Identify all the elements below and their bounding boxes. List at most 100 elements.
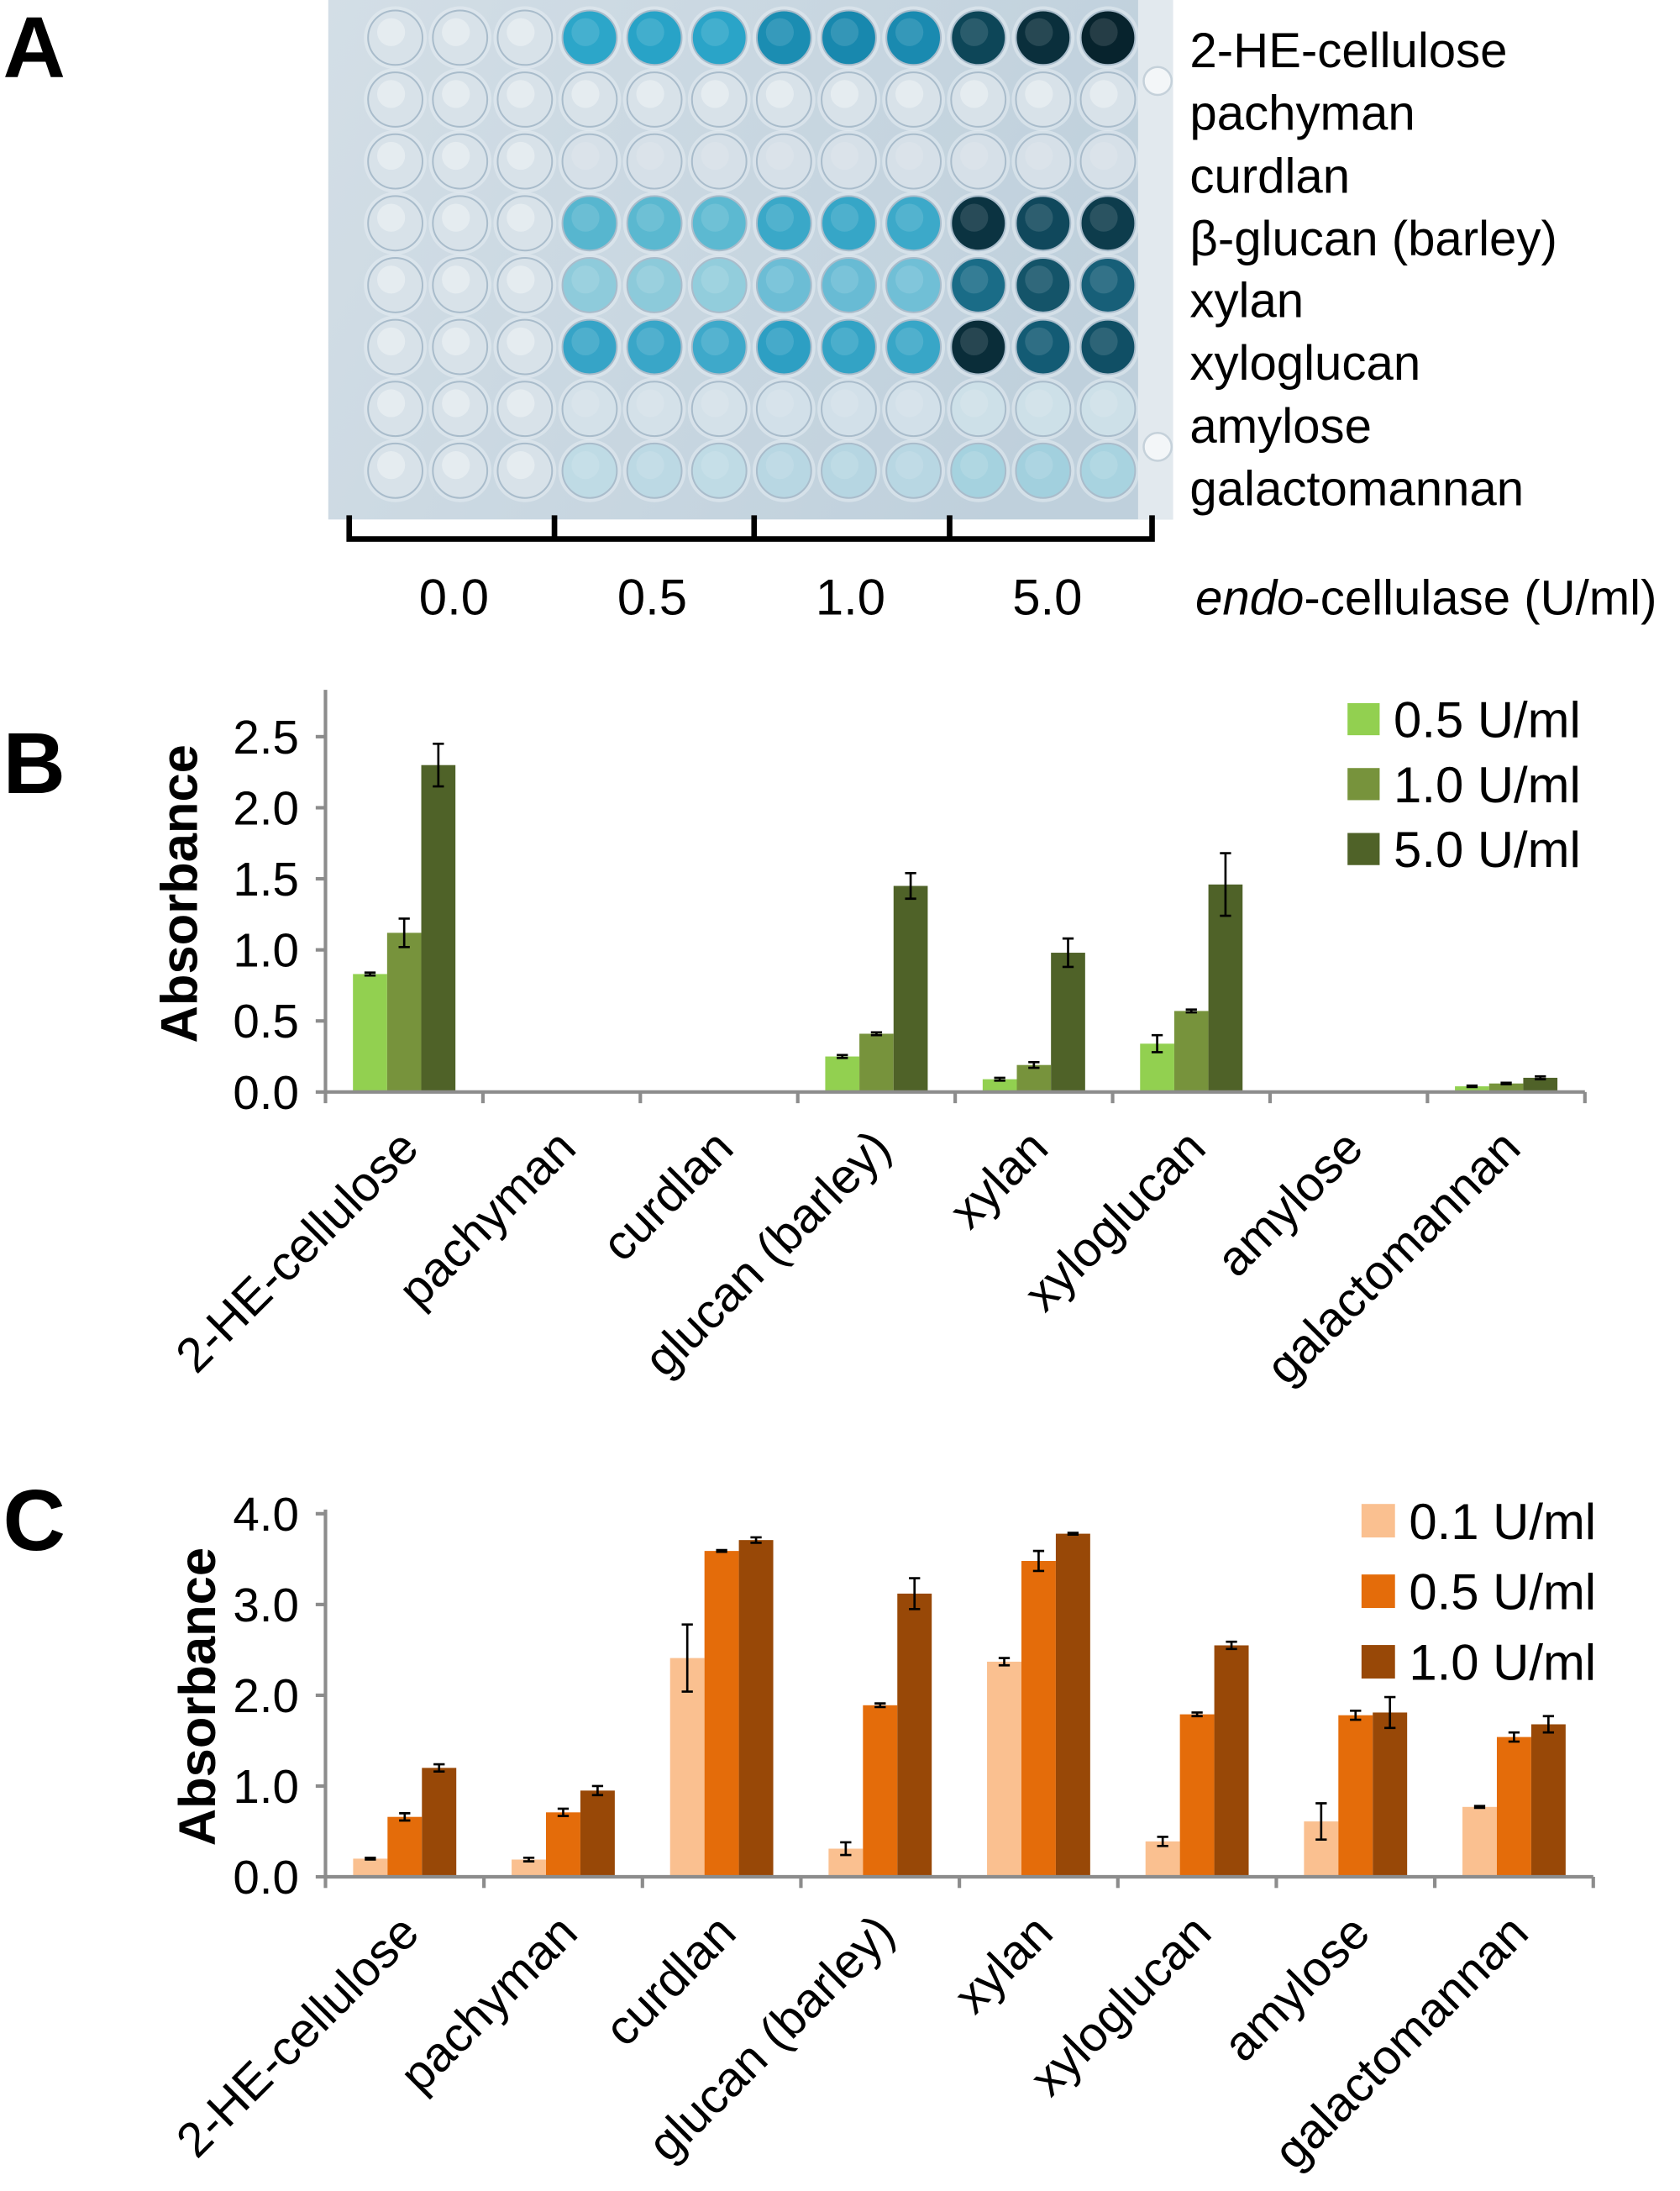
well-highlight-H5 <box>636 451 664 480</box>
bar-xylan-0-5-u-ml <box>1021 1561 1056 1878</box>
plate-notch-top <box>1142 66 1173 97</box>
y-tick-label: 2.0 <box>233 781 299 834</box>
well-highlight-C4 <box>571 141 600 171</box>
y-tick-label: 0.0 <box>233 1066 299 1119</box>
error-bar-xylan-1-0-u-ml <box>1067 1532 1079 1537</box>
well-highlight-D2 <box>442 203 470 232</box>
well-highlight-D3 <box>507 203 535 232</box>
well-G1 <box>367 381 423 438</box>
error-bar-2-he-cellulose-1-0-u-ml <box>398 917 410 948</box>
well-highlight-E11 <box>1025 265 1053 294</box>
well-highlight-H2 <box>442 451 470 480</box>
error-bar-glucan-barley-5-0-u-ml <box>905 871 916 901</box>
well-highlight-A8 <box>830 18 859 46</box>
legend-swatch-0-5-u-ml <box>1347 702 1380 736</box>
well-highlight-E2 <box>442 265 470 294</box>
well-highlight-B11 <box>1025 80 1053 108</box>
well-highlight-H8 <box>830 451 859 480</box>
well-C2 <box>432 133 489 190</box>
error-bar-2-he-cellulose-5-0-u-ml <box>433 743 444 788</box>
well-highlight-D1 <box>376 203 406 232</box>
well-D10 <box>950 195 1007 252</box>
bar-2-he-cellulose-0-1-u-ml <box>353 1858 388 1878</box>
error-bar-curdlan-0-1-u-ml <box>681 1623 693 1693</box>
well-highlight-F2 <box>442 327 470 356</box>
panel-a: A 2-HE-cellulose pachyman curdlan β-gluc… <box>3 0 1656 625</box>
well-G10 <box>950 381 1007 438</box>
row-label-amylose: amylose <box>1189 399 1372 454</box>
row-label-galactomannan: galactomannan <box>1189 462 1524 517</box>
well-highlight-B5 <box>636 80 664 108</box>
error-bar-xylan-0-1-u-ml <box>998 1657 1011 1667</box>
well-highlight-D11 <box>1025 203 1053 232</box>
well-highlight-D9 <box>895 203 924 232</box>
well-highlight-A5 <box>636 18 664 46</box>
well-A11 <box>1015 9 1072 66</box>
y-tick-label: 1.5 <box>233 853 299 906</box>
legend-swatch-1-0-u-ml <box>1361 1645 1395 1679</box>
well-highlight-D4 <box>571 203 600 232</box>
well-highlight-B3 <box>507 80 535 108</box>
error-bar-amylose-1-0-u-ml <box>1384 1695 1396 1730</box>
error-bar-xyloglucan-0-5-u-ml <box>1151 1033 1163 1053</box>
y-tick-label: 3.0 <box>233 1579 299 1631</box>
well-highlight-E6 <box>701 265 729 294</box>
bar-xyloglucan-1-0-u-ml <box>1173 1011 1209 1092</box>
bar-xylan-0-1-u-ml <box>987 1661 1021 1878</box>
well-F11 <box>1015 318 1072 376</box>
well-B5 <box>626 71 683 128</box>
well-highlight-B9 <box>895 80 924 108</box>
plate-notch-bottom <box>1142 432 1173 462</box>
y-tick-label: 0.5 <box>233 995 299 1048</box>
well-H10 <box>950 442 1007 499</box>
dose-axis-label-rest: -cellulase (U/ml) <box>1304 570 1656 625</box>
well-highlight-A2 <box>442 18 470 46</box>
error-bar-xyloglucan-0-1-u-ml <box>1157 1836 1168 1847</box>
well-G12 <box>1079 381 1137 438</box>
well-C9 <box>885 133 942 190</box>
well-F7 <box>755 318 812 376</box>
well-highlight-C7 <box>765 141 794 171</box>
dose-label-0-0: 0.0 <box>419 569 489 625</box>
x-tick-label-xylan: xylan <box>939 1120 1058 1239</box>
dose-label-0-5: 0.5 <box>617 569 687 625</box>
well-highlight-E3 <box>507 265 535 294</box>
well-B12 <box>1079 71 1137 128</box>
well-C7 <box>755 133 812 190</box>
well-plate-photo <box>328 0 1173 520</box>
well-E8 <box>821 257 877 313</box>
well-highlight-E7 <box>765 265 794 294</box>
well-highlight-C2 <box>442 141 470 171</box>
row-label-pachyman: pachyman <box>1189 87 1415 141</box>
well-highlight-F3 <box>507 327 535 356</box>
well-highlight-D6 <box>701 203 729 232</box>
y-tick-label: 4.0 <box>233 1488 299 1541</box>
well-highlight-H9 <box>895 451 924 480</box>
well-F3 <box>496 318 554 376</box>
bar-glucan-barley-5-0-u-ml <box>893 885 928 1092</box>
well-G4 <box>561 381 618 438</box>
well-B9 <box>885 71 942 128</box>
error-bar-xylan-0-5-u-ml <box>1032 1549 1045 1573</box>
well-highlight-B10 <box>960 80 989 108</box>
well-D4 <box>561 195 618 252</box>
well-highlight-A1 <box>376 18 406 46</box>
well-B7 <box>755 71 812 128</box>
bar-xyloglucan-0-5-u-ml <box>1179 1714 1215 1878</box>
well-H7 <box>755 442 812 499</box>
well-highlight-C8 <box>830 141 859 171</box>
well-H8 <box>821 442 877 499</box>
well-F1 <box>367 318 423 376</box>
bar-galactomannan-0-5-u-ml <box>1496 1737 1531 1878</box>
bar-2-he-cellulose-1-0-u-ml <box>386 933 422 1092</box>
well-G2 <box>432 381 489 438</box>
row-label-curdlan: curdlan <box>1189 149 1350 203</box>
well-highlight-F9 <box>895 327 924 356</box>
well-highlight-G1 <box>376 389 406 418</box>
well-F10 <box>950 318 1007 376</box>
dose-axis-label-italic: endo <box>1195 570 1304 625</box>
well-B8 <box>821 71 877 128</box>
well-highlight-A7 <box>765 18 794 46</box>
well-highlight-H1 <box>376 451 406 480</box>
